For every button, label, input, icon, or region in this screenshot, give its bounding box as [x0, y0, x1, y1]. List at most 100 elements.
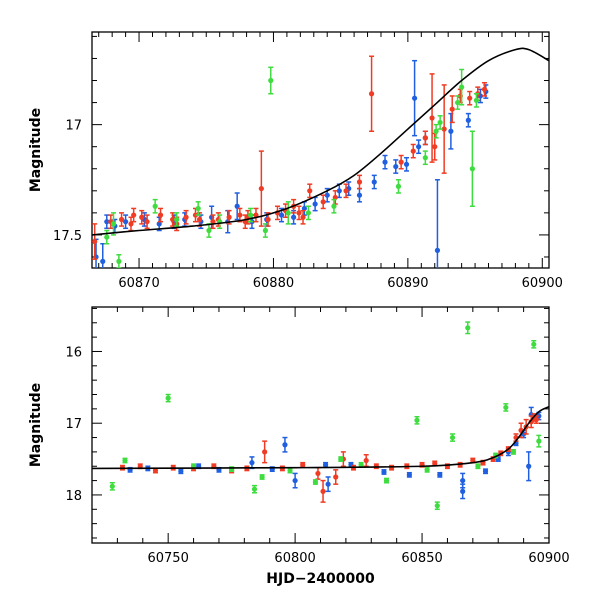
- data-marker: [282, 442, 288, 448]
- data-marker: [249, 460, 255, 466]
- data-point: [381, 469, 387, 475]
- data-point: [422, 130, 428, 146]
- data-point: [128, 216, 134, 232]
- series-green: [109, 321, 542, 511]
- data-marker: [325, 481, 331, 487]
- data-point: [287, 467, 293, 474]
- data-point: [455, 95, 461, 110]
- data-marker: [465, 325, 471, 331]
- data-marker: [322, 462, 329, 468]
- data-marker: [460, 477, 466, 484]
- data-marker: [291, 214, 297, 220]
- data-point: [531, 339, 537, 349]
- data-marker: [262, 227, 268, 234]
- data-marker: [331, 203, 337, 209]
- x-tick-label: 60900: [522, 276, 563, 291]
- data-marker: [324, 192, 330, 198]
- data-marker: [393, 163, 399, 170]
- data-marker: [406, 472, 412, 478]
- data-point: [422, 150, 428, 166]
- data-point: [131, 207, 137, 223]
- data-marker: [503, 404, 509, 411]
- data-marker: [422, 155, 428, 161]
- data-point: [343, 183, 349, 199]
- data-point: [495, 456, 501, 462]
- data-point: [449, 95, 455, 124]
- data-marker: [460, 488, 466, 494]
- data-point: [338, 456, 344, 462]
- data-point: [395, 179, 402, 194]
- data-marker: [434, 247, 441, 253]
- data-marker: [536, 413, 542, 419]
- data-point: [320, 194, 326, 210]
- data-marker: [237, 212, 243, 218]
- data-point: [307, 183, 313, 199]
- data-marker: [165, 395, 171, 401]
- plot-area: [92, 321, 549, 511]
- data-marker: [307, 188, 313, 194]
- data-marker: [104, 219, 110, 225]
- data-point: [157, 207, 164, 223]
- x-tick-label: 60800: [274, 551, 315, 566]
- data-point: [312, 196, 318, 212]
- data-marker: [432, 144, 438, 150]
- data-point: [433, 123, 439, 139]
- data-marker: [258, 185, 264, 192]
- data-point: [262, 440, 268, 464]
- data-marker: [411, 95, 418, 101]
- data-marker: [381, 469, 387, 475]
- data-marker: [152, 467, 159, 474]
- data-marker: [234, 203, 240, 209]
- y-tick-label: 17.5: [53, 229, 82, 244]
- x-tick-label: 60750: [147, 551, 188, 566]
- data-point: [242, 214, 248, 230]
- data-point: [437, 471, 443, 478]
- data-point: [536, 434, 542, 448]
- data-point: [437, 115, 443, 130]
- data-marker: [473, 97, 480, 103]
- plot-area: [92, 47, 549, 268]
- data-point: [503, 403, 509, 412]
- data-marker: [338, 456, 344, 462]
- data-point: [482, 468, 489, 475]
- data-point: [434, 179, 441, 268]
- data-point: [305, 205, 312, 221]
- data-marker: [109, 483, 115, 489]
- data-point: [234, 192, 240, 221]
- data-marker: [336, 188, 342, 194]
- data-point: [178, 468, 184, 475]
- data-point: [262, 223, 268, 238]
- data-marker: [467, 95, 473, 101]
- data-point: [206, 223, 212, 238]
- data-marker: [424, 467, 430, 473]
- data-point: [300, 461, 306, 468]
- data-point: [320, 479, 326, 503]
- data-marker: [414, 417, 420, 423]
- data-marker: [475, 463, 481, 469]
- data-marker: [441, 126, 447, 132]
- data-marker: [320, 488, 326, 494]
- data-marker: [363, 457, 369, 464]
- data-point: [406, 471, 412, 478]
- data-marker: [410, 148, 416, 154]
- data-marker: [262, 449, 268, 455]
- data-point: [325, 476, 331, 493]
- x-tick-label: 60880: [253, 276, 294, 291]
- data-marker: [278, 212, 285, 218]
- data-point: [258, 150, 264, 227]
- data-marker: [437, 472, 443, 478]
- data-point: [109, 481, 115, 491]
- data-marker: [300, 462, 306, 468]
- data-point: [285, 201, 291, 225]
- x-tick-label: 60870: [118, 276, 159, 291]
- data-marker: [144, 219, 150, 225]
- plot-frame: [91, 306, 550, 544]
- data-point: [331, 198, 337, 214]
- data-marker: [170, 216, 176, 223]
- data-marker: [305, 210, 312, 216]
- data-marker: [448, 128, 454, 134]
- data-point: [92, 223, 98, 260]
- data-point: [371, 174, 377, 190]
- data-marker: [287, 467, 293, 474]
